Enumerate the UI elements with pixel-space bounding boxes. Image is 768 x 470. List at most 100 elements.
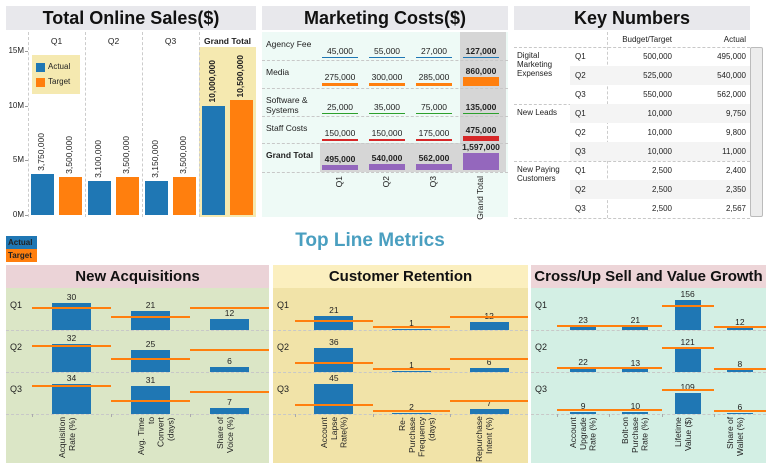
actual-bar (314, 316, 354, 330)
cost-bar (322, 112, 358, 114)
target-line (372, 410, 451, 413)
row-label: Agency Fee (266, 39, 312, 49)
measure-label: Acquisition Rate (%) (56, 417, 77, 459)
axis-tick (111, 414, 112, 417)
actual-value: 31 (145, 375, 156, 386)
cost-bar (369, 56, 405, 58)
cost-bar (369, 139, 405, 141)
actual-bar (51, 343, 92, 372)
target-line (32, 345, 111, 348)
header-actual: Actual (723, 35, 746, 44)
actual-bar (209, 366, 250, 372)
y-tick-mark (25, 105, 28, 107)
cost-bar (463, 153, 499, 170)
actual-value: 21 (145, 300, 156, 311)
cost-bar (463, 135, 499, 141)
quarter-label: Q1 (277, 300, 290, 310)
actual-bar (130, 349, 171, 372)
row-divider (262, 116, 508, 117)
cost-bar (463, 76, 499, 86)
column-divider (199, 32, 200, 217)
group-label: Digital Marketing Expenses (517, 51, 553, 79)
actual-value: 10 (630, 401, 641, 412)
target-line (190, 348, 269, 351)
target-value-label: 3,500,000 (121, 135, 131, 174)
target-line (295, 319, 373, 322)
quarter: Q1 (575, 109, 586, 118)
axis-tick (450, 414, 452, 417)
target-line (557, 325, 610, 328)
row-divider (273, 330, 528, 331)
actual-value: 11,000 (722, 147, 746, 156)
target-line (450, 315, 528, 318)
target-line (295, 361, 373, 364)
actual-bar (392, 412, 431, 414)
row-band (570, 180, 750, 199)
group-divider (514, 47, 750, 48)
cost-bar (416, 56, 452, 58)
measure-label: Re-Purchase Frequency (days) (396, 417, 436, 458)
quarter: Q2 (575, 128, 586, 137)
target-line (372, 368, 451, 371)
axis-tick (190, 414, 191, 417)
actual-value: 7 (486, 398, 492, 409)
cost-value: 1,597,000 (462, 142, 500, 152)
column-header: Q1 (50, 36, 63, 46)
target-line (557, 409, 610, 412)
actual-bar (314, 348, 354, 372)
key-numbers-scrollbar[interactable] (750, 47, 763, 217)
target-bar (230, 100, 253, 215)
row-divider (262, 143, 508, 144)
actual-value: 1 (409, 317, 414, 328)
target-value-label: 3,500,000 (64, 135, 74, 174)
actual-value-label: 3,150,000 (150, 139, 160, 178)
row-divider (6, 372, 269, 373)
group-divider (514, 218, 750, 219)
y-tick-label: 0M (12, 210, 24, 219)
actual-bar (622, 412, 649, 414)
quarter: Q2 (575, 71, 586, 80)
quarter: Q1 (575, 166, 586, 175)
actual-value: 9,800 (725, 128, 746, 137)
cost-value: 275,000 (324, 72, 356, 83)
actual-value: 25 (145, 338, 156, 349)
actual-value: 6 (227, 355, 232, 366)
cost-value: 150,000 (324, 128, 356, 139)
target-bar (59, 176, 82, 215)
actual-value: 2 (409, 401, 414, 412)
legend-target: Target (6, 249, 37, 262)
panel-title: New Acquisitions (6, 265, 269, 288)
actual-bar (51, 383, 92, 414)
column-header: Grand Total (203, 36, 252, 46)
actual-bar (726, 327, 753, 330)
cost-bar (322, 56, 358, 58)
cost-bar (416, 164, 452, 170)
cost-value: 127,000 (465, 45, 497, 56)
cost-value: 495,000 (324, 153, 356, 164)
row-band (570, 66, 750, 85)
actual-value: 2,350 (725, 185, 746, 194)
budget-value: 2,500 (651, 166, 672, 175)
quarter: Q1 (575, 52, 586, 61)
axis-tick (557, 414, 558, 417)
measure-label: Bolt-on Purchase Rate (%) (620, 417, 650, 453)
actual-bar (674, 299, 701, 330)
actual-value-label: 3,100,000 (93, 140, 103, 179)
actual-value: 2,400 (725, 166, 746, 175)
budget-value: 550,000 (643, 90, 672, 99)
target-line (713, 410, 766, 413)
group-label: New Leads (517, 108, 558, 117)
axis-tick (609, 414, 611, 417)
actual-bar (145, 180, 168, 215)
actual-bar (130, 311, 171, 330)
quarter-label: Q1 (10, 300, 23, 310)
row-divider (6, 414, 269, 415)
actual-value: 156 (680, 288, 695, 299)
actual-bar (469, 409, 509, 414)
row-band (570, 104, 750, 123)
target-line (557, 367, 610, 370)
actual-value: 9,750 (725, 109, 746, 118)
cost-value: 562,000 (418, 153, 450, 164)
target-line (609, 409, 662, 412)
measure-label: Lifetime Value ($) (672, 417, 693, 451)
